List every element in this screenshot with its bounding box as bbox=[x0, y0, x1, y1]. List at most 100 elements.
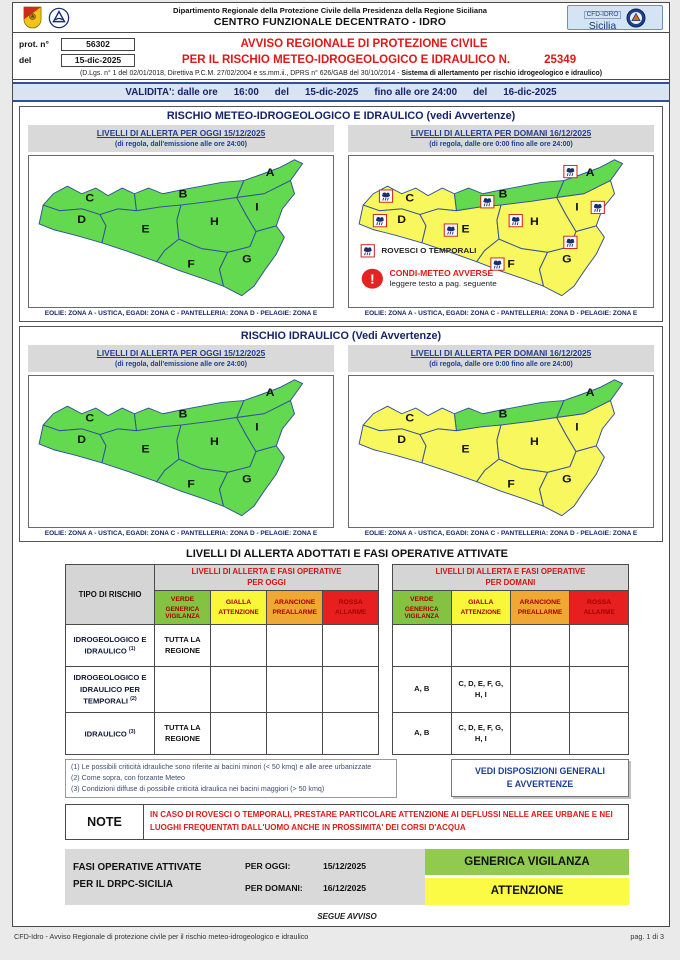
zone-label-E: E bbox=[141, 223, 149, 236]
alert-table-title: LIVELLI DI ALLERTA ADOTTATI E FASI OPERA… bbox=[185, 548, 509, 560]
zone-label-B: B bbox=[179, 408, 188, 421]
zone-label-D: D bbox=[77, 433, 86, 446]
storm-rain-icon bbox=[360, 244, 375, 258]
cell-tomorrow-gialla bbox=[450, 624, 511, 667]
storm-rain-icon bbox=[490, 257, 505, 271]
sicily-map-svg: A B CD E F G H I ROVESCI O TEMPORALI! CONDI-METEO… bbox=[358, 159, 624, 297]
panel-header-title: LIVELLI DI ALLERTA PER OGGI 15/12/2025 bbox=[96, 348, 266, 358]
zone-label-I: I bbox=[255, 201, 258, 214]
islands-zone-note: EOLIE: ZONA A - USTICA, EGADI: ZONA C - … bbox=[44, 530, 318, 537]
validity-prefix: VALIDITA': dalle ore bbox=[125, 86, 218, 98]
cell-tomorrow-arancione bbox=[509, 712, 571, 755]
table-row: IDRAULICO (3) TUTTA LA REGIONE bbox=[65, 712, 379, 755]
cfd-badge-text: CFD-IDRO Sicilia bbox=[583, 4, 622, 32]
cell-today-arancione bbox=[266, 712, 324, 755]
section1-title: RISCHIO METEO-IDROGEOLOGICO E IDRAULICO … bbox=[166, 110, 516, 122]
department-line: Dipartimento Regionale della Protezione … bbox=[173, 6, 487, 16]
validity-bar: VALIDITA': dalle ore 16:00 del 15-dic-20… bbox=[13, 82, 669, 102]
document-page: Dipartimento Regionale della Protezione … bbox=[12, 2, 670, 927]
cell-tomorrow-rossa bbox=[569, 624, 629, 667]
cell-tomorrow-rossa bbox=[569, 712, 629, 755]
footnote-3: (3) Condizioni diffuse di possibile crit… bbox=[71, 784, 325, 793]
map-zone-H bbox=[176, 197, 257, 253]
footnote-2: (2) Come sopra, con forzante Meteo bbox=[71, 773, 185, 782]
risk-label: IDROGEOLOGICO E IDRAULICO (1) bbox=[65, 624, 155, 667]
islands-zone-note: EOLIE: ZONA A - USTICA, EGADI: ZONA C - … bbox=[44, 310, 318, 317]
cell-today-verde bbox=[154, 666, 211, 713]
storm-rain-icon bbox=[563, 164, 578, 179]
vedi-disposizioni-button[interactable]: VEDI DISPOSIZIONI GENERALI E AVVERTENZE bbox=[451, 759, 629, 798]
fasi-tomorrow-row: PER DOMANI: 16/12/2025 bbox=[245, 882, 367, 893]
panel-header-sub: (di regola, dalle ore 0:00 fino alle ore… bbox=[429, 141, 573, 148]
storm-rain-icon bbox=[508, 214, 523, 228]
zone-label-H: H bbox=[530, 435, 539, 448]
storm-rain-icon bbox=[378, 189, 394, 203]
fasi-dates: PER OGGI: 15/12/2025 PER DOMANI: 16/12/202… bbox=[245, 849, 425, 905]
phase-tomorrow-badge: ATTENZIONE bbox=[425, 878, 629, 905]
column-header-rossa: ROSSA ALLARME bbox=[569, 590, 629, 625]
zone-label-H: H bbox=[210, 435, 219, 448]
validity-del1: del bbox=[274, 86, 289, 98]
storm-rain-icon bbox=[443, 223, 458, 237]
segue-avviso: SEGUE AVVISO bbox=[317, 911, 377, 921]
zone-label-H: H bbox=[210, 215, 219, 228]
avviso-title-line2-wrap: PER IL RISCHIO METEO-IDROGEOLOGICO E IDR… bbox=[135, 54, 623, 66]
adverse-weather-title: CONDI-METEO AVVERSE bbox=[390, 268, 494, 278]
page-footer: CFD-Idro - Avviso Regionale di protezion… bbox=[14, 932, 664, 941]
vedi-line1: VEDI DISPOSIZIONI GENERALI bbox=[474, 766, 606, 776]
group-today-line2: PER OGGI bbox=[247, 577, 286, 587]
group-tomorrow-line2: PER DOMANI bbox=[485, 577, 536, 587]
fasi-label: FASI OPERATIVE ATTIVATE PER IL DRPC-SICI… bbox=[65, 860, 245, 893]
cell-today-verde: TUTTA LA REGIONE bbox=[154, 624, 211, 667]
note-box: NOTE IN CASO DI ROVESCI O TEMPORALI, PRE… bbox=[65, 803, 629, 840]
cell-tomorrow-gialla: C, D, E, F, G, H, I bbox=[450, 712, 511, 755]
cell-tomorrow-rossa bbox=[569, 666, 629, 713]
zone-label-B: B bbox=[499, 408, 508, 421]
protocol-title-block: prot. n° 56302 AVVISO REGIONALE DI PROTE… bbox=[13, 33, 669, 80]
header-logos bbox=[23, 6, 93, 29]
prot-date-box: 15-dic-2025 bbox=[61, 53, 135, 67]
panel-header: LIVELLI DI ALLERTA PER DOMANI 16/12/2025… bbox=[348, 125, 654, 152]
sicily-coat-of-arms-icon bbox=[23, 6, 42, 29]
sicily-map-svg: A B CD E F G H I bbox=[38, 159, 304, 297]
panel-oggi-idraulico: LIVELLI DI ALLERTA PER OGGI 15/12/2025 (… bbox=[28, 345, 334, 538]
zone-label-H: H bbox=[530, 215, 539, 228]
cell-tomorrow-verde: A, B bbox=[391, 666, 452, 713]
cell-today-verde: TUTTA LA REGIONE bbox=[154, 712, 211, 755]
group-today-line1: LIVELLI DI ALLERTA E FASI OPERATIVE bbox=[191, 566, 342, 576]
validity-until: fino alle ore 24:00 bbox=[374, 86, 458, 98]
cell-today-rossa bbox=[322, 666, 379, 713]
map-zone-I bbox=[556, 400, 615, 452]
cell-today-gialla bbox=[209, 624, 268, 667]
footer-left: CFD-Idro - Avviso Regionale di protezion… bbox=[14, 931, 309, 941]
section-meteo-idrogeologico: RISCHIO METEO-IDROGEOLOGICO E IDRAULICO … bbox=[19, 106, 663, 322]
zone-label-G: G bbox=[242, 473, 251, 486]
footer-page-number: pag. 1 di 3 bbox=[630, 931, 664, 941]
islands-zone-note: EOLIE: ZONA A - USTICA, EGADI: ZONA C - … bbox=[364, 310, 638, 317]
panel-header-sub: (di regola, dalle ore 0:00 fino alle ore… bbox=[429, 361, 573, 368]
del-label: del bbox=[19, 55, 32, 65]
panel-header-title: LIVELLI DI ALLERTA PER DOMANI 16/12/2025 bbox=[410, 128, 592, 138]
map-zone-H bbox=[176, 417, 257, 473]
cell-tomorrow-arancione bbox=[509, 624, 571, 667]
footnotes-box: (1) Le possibili criticità idrauliche so… bbox=[65, 759, 397, 798]
validity-date-from: 15-dic-2025 bbox=[304, 86, 359, 98]
sicily-alert-map: A B C D E F G H I ROVESCI O TEMPORALI! CONDI-METEO… bbox=[348, 155, 654, 308]
centro-funzionale-line: CENTRO FUNZIONALE DECENTRATO - IDRO bbox=[213, 15, 447, 28]
zone-label-A: A bbox=[266, 166, 275, 179]
law-normal: (D.Lgs. n° 1 del 02/01/2018, Direttiva P… bbox=[79, 70, 402, 77]
panel-header-sub: (di regola, dall'emissione alle ore 24:0… bbox=[115, 361, 247, 368]
storm-rain-icon bbox=[590, 200, 605, 215]
panel-domani-idraulico: LIVELLI DI ALLERTA PER DOMANI 16/12/2025… bbox=[348, 345, 654, 538]
section-idraulico: RISCHIO IDRAULICO (Vedi Avvertenze) LIVE… bbox=[19, 326, 663, 542]
fasi-operative-block: FASI OPERATIVE ATTIVATE PER IL DRPC-SICI… bbox=[65, 848, 629, 905]
group-tomorrow-line1: LIVELLI DI ALLERTA E FASI OPERATIVE bbox=[435, 566, 586, 576]
map-zone-I bbox=[236, 180, 295, 232]
islands-zone-note: EOLIE: ZONA A - USTICA, EGADI: ZONA C - … bbox=[364, 530, 638, 537]
badge-line1: CFD-IDRO bbox=[583, 10, 622, 20]
sicily-map-svg: A B CD E F G H I bbox=[358, 379, 624, 517]
fasi-label-line2: PER IL DRPC-SICILIA bbox=[73, 878, 173, 890]
fasi-label-line1: FASI OPERATIVE ATTIVATE bbox=[73, 861, 202, 873]
zone-label-A: A bbox=[586, 386, 595, 399]
fasi-gray-panel: FASI OPERATIVE ATTIVATE PER IL DRPC-SICI… bbox=[65, 848, 425, 905]
